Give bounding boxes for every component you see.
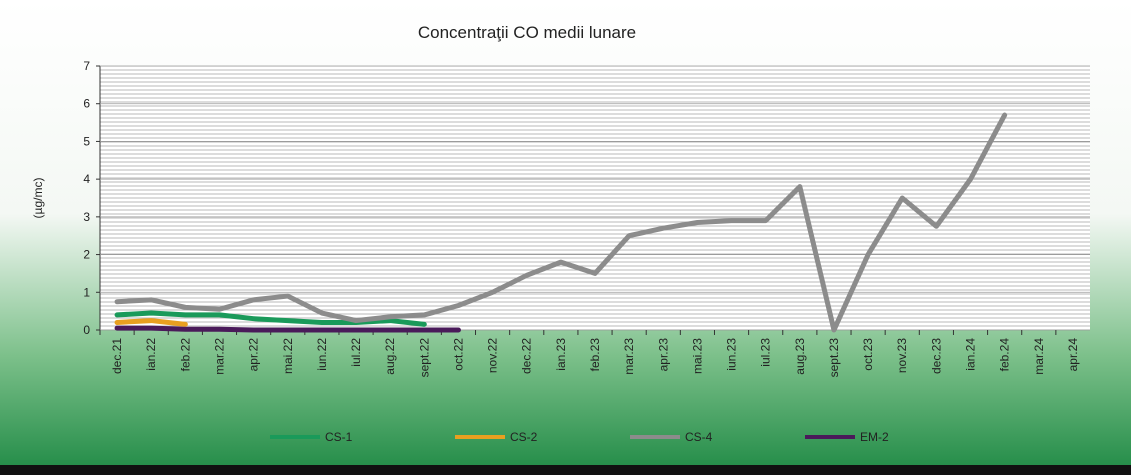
plot-area <box>100 66 1090 330</box>
x-tick-label: sept.22 <box>417 338 431 378</box>
legend-label: CS-1 <box>325 430 353 444</box>
x-tick-label: ian.24 <box>964 338 978 371</box>
x-tick-label: ian.22 <box>144 338 158 371</box>
x-tick-label: dec.23 <box>929 338 943 374</box>
y-tick-label: 0 <box>83 323 90 337</box>
x-tick-label: nov.22 <box>486 338 500 373</box>
y-tick-label: 6 <box>83 97 90 111</box>
legend-label: CS-2 <box>510 430 538 444</box>
x-tick-label: mai.23 <box>690 338 704 374</box>
bottom-edge <box>0 465 1131 475</box>
y-tick-label: 7 <box>83 59 90 73</box>
legend-label: EM-2 <box>860 430 889 444</box>
x-tick-label: feb.22 <box>178 338 192 372</box>
x-tick-label: apr.23 <box>656 338 670 372</box>
series-line <box>114 325 461 333</box>
x-tick-label: apr.22 <box>247 338 261 372</box>
series-line <box>114 310 427 327</box>
y-tick-label: 5 <box>83 134 90 148</box>
x-tick-label: iun.22 <box>315 338 329 371</box>
x-tick-label: mai.22 <box>281 338 295 374</box>
x-tick-label: feb.24 <box>998 338 1012 372</box>
x-tick-label: iun.23 <box>725 338 739 371</box>
x-tick-label: apr.24 <box>1066 338 1080 372</box>
x-tick-label: aug.22 <box>383 338 397 375</box>
x-tick-label: mar.23 <box>622 338 636 375</box>
x-tick-label: iul.23 <box>759 338 773 367</box>
x-tick-label: oct.23 <box>861 338 875 371</box>
x-tick-label: aug.23 <box>793 338 807 375</box>
series-line <box>114 112 1008 333</box>
chart-title: Concentraţii CO medii lunare <box>418 23 636 42</box>
x-tick-label: ian.23 <box>554 338 568 371</box>
series-line <box>114 318 188 327</box>
x-tick-label: sept.23 <box>827 338 841 378</box>
x-tick-label: dec.22 <box>520 338 534 374</box>
y-axis-label: (µg/mc) <box>31 178 45 219</box>
x-tick-label: oct.22 <box>451 338 465 371</box>
y-tick-label: 3 <box>83 210 90 224</box>
x-tick-label: iul.22 <box>349 338 363 367</box>
x-tick-label: nov.23 <box>895 338 909 373</box>
x-tick-label: mar.22 <box>212 338 226 375</box>
y-tick-label: 1 <box>83 285 90 299</box>
y-tick-label: 4 <box>83 172 90 186</box>
x-tick-label: feb.23 <box>588 338 602 372</box>
x-tick-label: mar.24 <box>1032 338 1046 375</box>
x-tick-label: dec.21 <box>110 338 124 374</box>
legend-label: CS-4 <box>685 430 713 444</box>
y-tick-label: 2 <box>83 248 90 262</box>
